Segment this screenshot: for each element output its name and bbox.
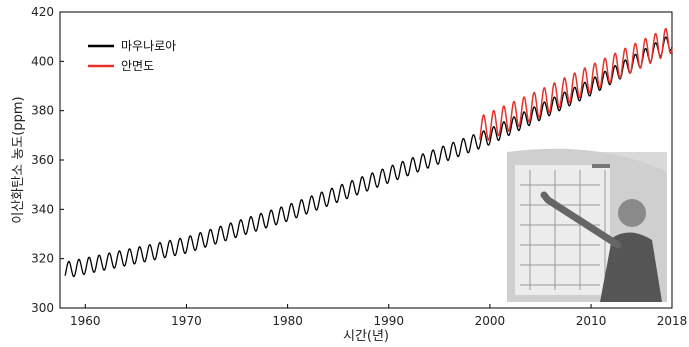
x-tick-label: 1970 xyxy=(171,314,202,328)
series-line-mauna-loa xyxy=(64,36,673,278)
y-tick-label: 400 xyxy=(31,54,54,68)
legend: 마우나로아 안면도 xyxy=(88,39,176,73)
y-tick-label: 360 xyxy=(31,153,54,167)
x-tick-label: 2010 xyxy=(576,314,607,328)
series-line-anmyeondo xyxy=(479,27,673,141)
x-tick-label: 1980 xyxy=(272,314,303,328)
legend-label-mauna-loa: 마우나로아 xyxy=(121,39,176,53)
y-tick-label: 380 xyxy=(31,104,54,118)
scientist-photo-inset xyxy=(507,148,667,302)
legend-label-anmyeondo: 안면도 xyxy=(121,59,154,73)
x-tick-label: 1960 xyxy=(70,314,101,328)
y-axis-label: 이산화탄소 농도(ppm) xyxy=(11,96,26,223)
x-tick-label: 2018 xyxy=(657,314,688,328)
y-tick-label: 420 xyxy=(31,5,54,19)
y-tick-label: 340 xyxy=(31,202,54,216)
y-tick-label: 300 xyxy=(31,301,54,315)
x-tick-label: 1990 xyxy=(373,314,404,328)
y-tick-label: 320 xyxy=(31,252,54,266)
x-tick-label: 2000 xyxy=(475,314,506,328)
x-axis-label: 시간(년) xyxy=(343,329,389,344)
